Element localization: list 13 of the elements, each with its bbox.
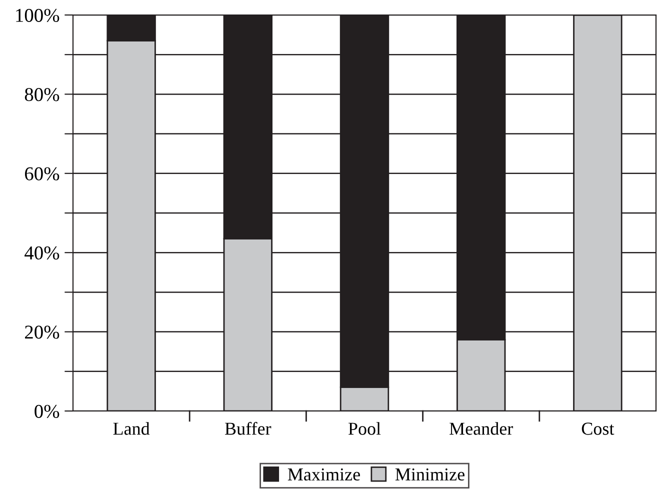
legend-label: Minimize <box>395 468 464 481</box>
legend-label: Maximize <box>288 468 360 481</box>
y-tick-label: 0% <box>34 404 60 418</box>
y-tick-label: 40% <box>24 246 60 260</box>
x-tick-label: Cost <box>582 422 614 435</box>
x-tick-label: Land <box>113 422 150 435</box>
x-tick-label: Buffer <box>225 422 272 435</box>
y-tick-label: 80% <box>24 88 60 102</box>
y-tick-label: 100% <box>16 8 60 22</box>
y-tick-label: 20% <box>25 326 60 339</box>
x-tick-label: Pool <box>348 422 381 435</box>
y-tick-label: 60% <box>25 167 60 180</box>
x-tick-label: Meander <box>450 422 514 435</box>
